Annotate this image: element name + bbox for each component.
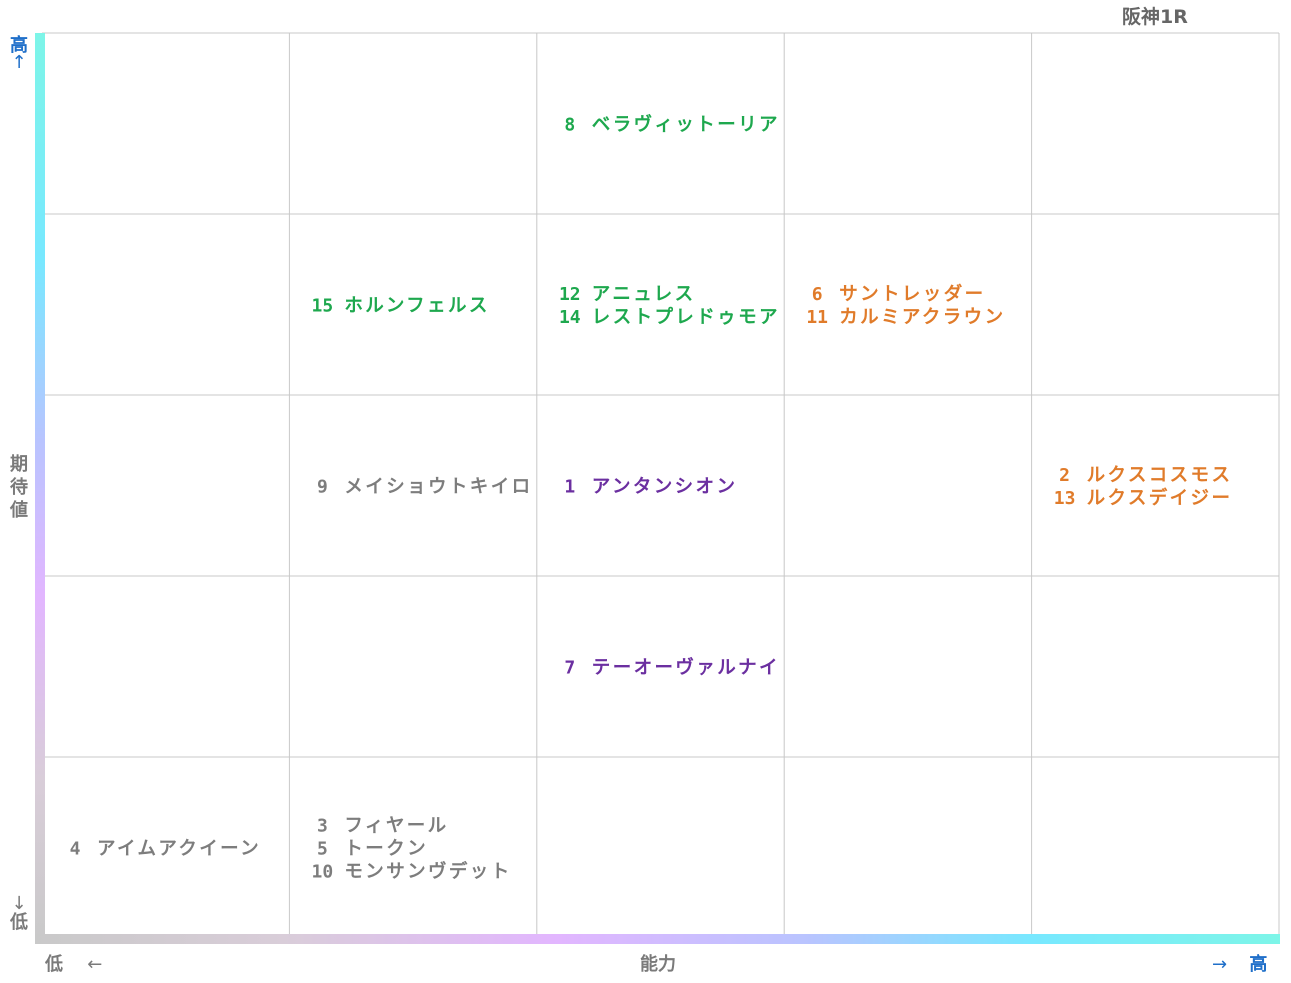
x-axis-bar	[35, 934, 1280, 944]
x-axis-low-label: 低 ←	[45, 954, 103, 975]
horse-name: ルクスコスモス	[1087, 465, 1233, 486]
horse-number: 12	[559, 284, 581, 305]
horse-name: モンサンヴデット	[344, 861, 511, 883]
horse-number: 4	[70, 839, 81, 860]
matrix-cell: 3 フィヤール 5 トークン 10 モンサンヴデット	[312, 816, 511, 883]
horse-number: 1	[564, 477, 575, 498]
horse-name: トークン	[344, 839, 428, 860]
horse-name: ホルンフェルス	[344, 296, 489, 317]
horse-number: 8	[564, 115, 575, 136]
up-arrow-icon: ↑	[11, 52, 27, 73]
matrix-cell: 7 テーオーヴァルナイ	[564, 657, 780, 679]
horse-number: 2	[1059, 465, 1070, 486]
x-axis-high-label: → 高	[1212, 954, 1268, 975]
horse-number: 10	[312, 862, 334, 883]
horse-number: 6	[812, 284, 823, 305]
matrix-cell: 12 アニュレス 14 レストプレドゥモア	[559, 284, 780, 328]
horse-name: サントレッダー	[839, 283, 985, 305]
right-arrow-icon: →	[1212, 954, 1228, 975]
horse-name: アニュレス	[592, 284, 696, 305]
matrix-cell: 1 アンタンシオン	[564, 477, 738, 498]
horse-name: アンタンシオン	[592, 477, 738, 498]
horse-name: アイムアクイーン	[97, 839, 261, 860]
left-arrow-icon: ←	[87, 954, 103, 975]
horse-number: 3	[317, 816, 328, 837]
x-axis-label: 能力	[640, 954, 676, 975]
matrix-cell: 9 メイショウトキイロ	[317, 477, 532, 498]
horse-number: 11	[806, 307, 828, 328]
matrix-cell: 6 サントレッダー 11 カルミアクラウン	[806, 283, 1005, 328]
horse-name: カルミアクラウン	[839, 307, 1005, 328]
horse-name: レストプレドゥモア	[592, 306, 780, 328]
y-axis-bar	[35, 33, 45, 941]
horse-name: ベラヴィットーリア	[592, 114, 780, 136]
horse-number: 14	[559, 307, 581, 328]
y-axis-label: 期待値	[10, 454, 28, 521]
horse-number: 15	[312, 296, 334, 317]
horse-name: フィヤール	[344, 816, 448, 837]
y-axis-low-label: ↓ 低	[10, 893, 28, 933]
horse-number: 9	[317, 477, 328, 498]
matrix-cell: 2 ルクスコスモス 13 ルクスデイジー	[1054, 465, 1233, 509]
race-title: 阪神1R	[1122, 6, 1188, 28]
horse-number: 7	[564, 658, 575, 679]
horse-name: ルクスデイジー	[1087, 487, 1233, 509]
horse-name: テーオーヴァルナイ	[592, 657, 780, 679]
matrix-cell: 8 ベラヴィットーリア	[564, 114, 780, 136]
matrix-cell: 4 アイムアクイーン	[70, 839, 261, 860]
horse-number: 5	[317, 839, 328, 860]
down-arrow-icon: ↓	[11, 893, 27, 914]
horse-number: 13	[1054, 488, 1076, 509]
grid	[42, 32, 1280, 938]
matrix-cell: 15 ホルンフェルス	[312, 296, 489, 317]
horse-name: メイショウトキイロ	[344, 477, 532, 498]
y-axis-high-label: 高 ↑	[10, 35, 28, 73]
